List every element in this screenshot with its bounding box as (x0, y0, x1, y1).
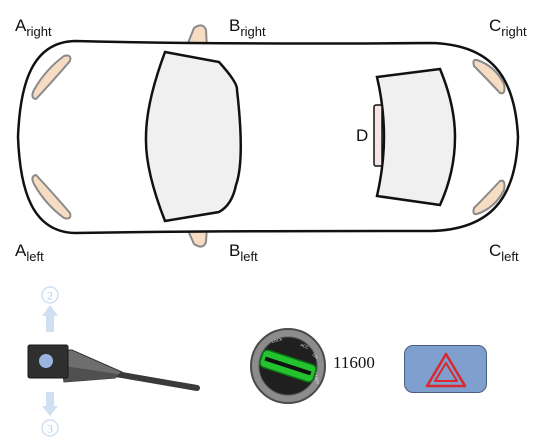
circle-number-2 (41, 286, 59, 304)
odometer-value: 11600 (333, 353, 375, 372)
hazard-warning-triangle-icon (425, 352, 467, 388)
label-b-left: Bleft (229, 241, 258, 264)
label-c-left: Cleft (489, 241, 519, 264)
svg-text:ON: ON (311, 352, 319, 360)
stalk-up-number: 2 (47, 289, 53, 303)
stalk-button-icon (39, 354, 53, 368)
stalk-down-number: 3 (47, 422, 53, 436)
ignition-switch-icon[interactable]: ACC ON START LOCK (250, 328, 326, 404)
hazard-button[interactable] (404, 345, 487, 393)
label-a-right: Aright (15, 16, 52, 39)
svg-text:START: START (313, 371, 320, 385)
lamp-a-left (31, 173, 72, 220)
svg-text:LOCK: LOCK (271, 336, 283, 344)
svg-text:ACC: ACC (300, 342, 310, 350)
label-a-left: Aleft (15, 241, 44, 264)
label-c-right: Cright (489, 16, 527, 39)
lamp-c-right (472, 58, 506, 95)
label-d: D (356, 126, 369, 145)
windshield (144, 50, 242, 223)
arrow-down-icon (42, 392, 58, 416)
lamp-a-right (31, 54, 72, 101)
lamp-d (373, 104, 383, 167)
turn-signal-stalk[interactable] (27, 344, 200, 391)
label-b-right: Bright (229, 16, 266, 39)
lamp-c-left (472, 179, 506, 216)
rear-window (375, 67, 457, 207)
circle-number-3 (41, 419, 59, 437)
arrow-up-icon (42, 305, 58, 332)
